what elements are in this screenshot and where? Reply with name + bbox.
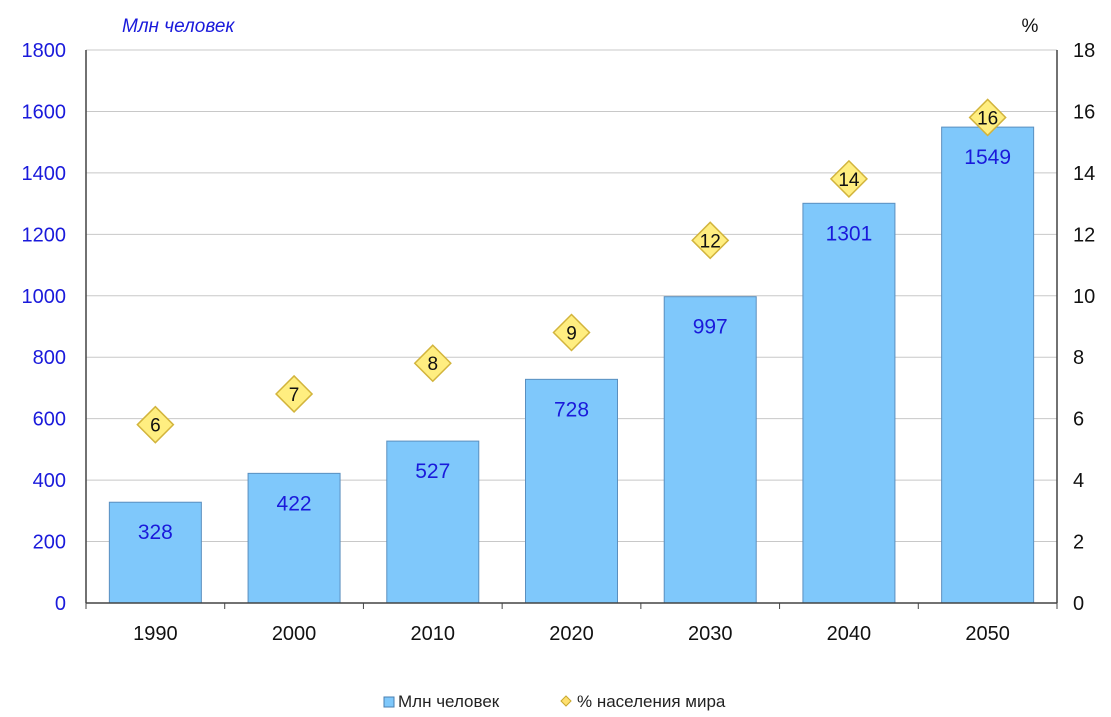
pct-value-label: 6	[150, 416, 161, 437]
legend-marker-swatch	[560, 695, 572, 707]
pct-value-label: 14	[838, 170, 860, 191]
x-tick-label: 1990	[133, 623, 178, 645]
bar-value-label: 1301	[826, 222, 873, 245]
y-tick-label: 0	[55, 593, 66, 615]
y-tick-label: 1400	[22, 163, 67, 185]
y-axis-title: Млн человек	[122, 16, 235, 37]
pct-value-label: 7	[289, 385, 300, 406]
pct-marker	[136, 405, 175, 444]
y-tick-label: 1600	[22, 101, 67, 123]
pct-value-label: 9	[566, 324, 577, 345]
legend: Млн человек % населения мира	[383, 692, 726, 711]
y-tick-label: 1000	[22, 286, 67, 308]
y2-axis-title: %	[1022, 16, 1039, 37]
bar	[247, 472, 341, 604]
bar-value-label: 422	[277, 492, 312, 515]
legend-bar-swatch	[383, 696, 395, 708]
pct-marker	[691, 221, 730, 260]
y-tick-label: 1800	[22, 40, 67, 62]
bar	[941, 126, 1035, 604]
y2-tick-label: 14	[1073, 163, 1095, 185]
legend-marker-label: % населения мира	[577, 692, 726, 711]
bar	[108, 501, 202, 604]
axes	[85, 50, 1058, 609]
tick-labels: 0 200 400 600 800 1000 1200 1400 1600 1800 0 2 4 6 8 10…	[22, 40, 1096, 645]
y2-tick-label: 12	[1073, 224, 1095, 246]
bar	[663, 296, 757, 604]
bar-value-label: 728	[554, 398, 589, 421]
y-tick-label: 1200	[22, 224, 67, 246]
y2-tick-label: 2	[1073, 532, 1084, 554]
y-tick-label: 400	[33, 470, 66, 492]
y-tick-label: 600	[33, 409, 66, 431]
y2-tick-label: 10	[1073, 286, 1095, 308]
pct-value-label: 16	[977, 108, 998, 129]
x-tick-label: 2050	[965, 623, 1010, 645]
pct-marker	[552, 313, 591, 352]
marker-series: 6 7 8 9 12 14 16	[136, 98, 1007, 444]
y2-tick-label: 8	[1073, 347, 1084, 369]
y-tick-label: 200	[33, 532, 66, 554]
pct-value-label: 12	[700, 231, 721, 252]
pct-marker	[968, 98, 1007, 137]
y-tick-label: 800	[33, 347, 66, 369]
y2-tick-label: 0	[1073, 593, 1084, 615]
pct-marker	[413, 344, 452, 383]
x-tick-label: 2040	[827, 623, 872, 645]
bar-value-label: 1549	[964, 146, 1011, 169]
x-tick-label: 2030	[688, 623, 733, 645]
pct-value-label: 8	[427, 354, 438, 375]
y2-tick-label: 16	[1073, 101, 1095, 123]
x-tick-label: 2020	[549, 623, 594, 645]
y2-tick-label: 4	[1073, 470, 1084, 492]
bar	[386, 440, 480, 604]
bar-series: 328 422 527 728 997 1301 1549	[108, 126, 1035, 604]
pct-marker	[829, 159, 868, 198]
x-tick-label: 2000	[272, 623, 317, 645]
y2-tick-label: 6	[1073, 409, 1084, 431]
bar-value-label: 527	[415, 460, 450, 483]
y2-tick-label: 18	[1073, 40, 1095, 62]
bar	[802, 202, 896, 604]
x-tick-label: 2010	[411, 623, 456, 645]
bar-value-label: 328	[138, 521, 173, 544]
bar-value-label: 997	[693, 316, 728, 339]
legend-bar-label: Млн человек	[398, 692, 500, 711]
pct-marker	[275, 374, 314, 414]
